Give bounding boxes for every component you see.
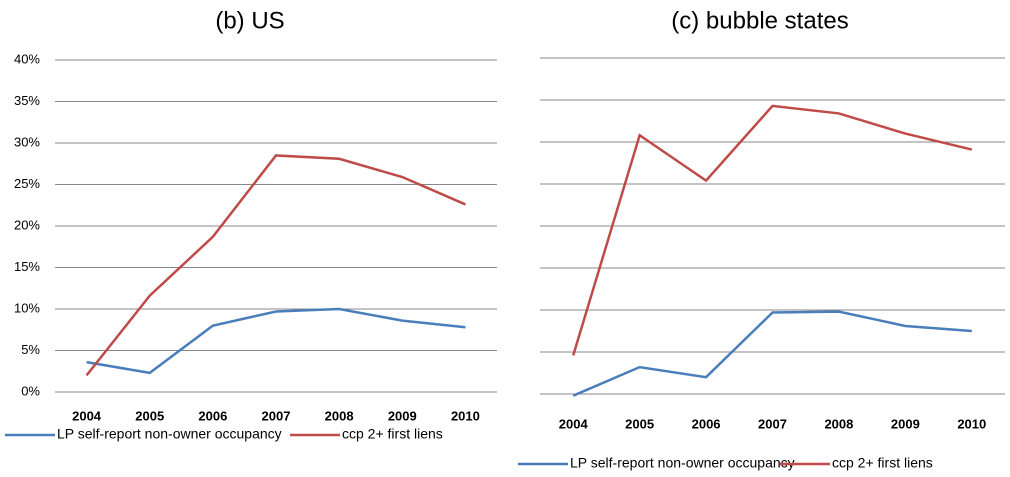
- y-tick-label: 20%: [14, 217, 40, 232]
- series-line: [85, 154, 466, 377]
- y-tick-label: 35%: [14, 93, 40, 108]
- chart-title: (c) bubble states: [671, 7, 848, 34]
- series-line: [86, 307, 466, 375]
- x-tick-label: 2006: [198, 408, 227, 423]
- x-tick-label: 2005: [135, 408, 164, 423]
- y-tick-label: 40%: [14, 51, 40, 66]
- y-tick-label: 5%: [21, 342, 40, 357]
- series-line: [572, 104, 973, 356]
- x-tick-label: 2004: [72, 408, 102, 423]
- x-tick-label: 2007: [758, 416, 787, 431]
- x-tick-label: 2008: [824, 416, 853, 431]
- legend-label: LP self-report non-owner occupancy: [570, 455, 795, 471]
- x-tick-label: 2006: [692, 416, 721, 431]
- series-line: [572, 310, 972, 397]
- legend-label: ccp 2+ first liens: [832, 455, 933, 471]
- y-tick-label: 15%: [14, 259, 40, 274]
- x-tick-label: 2005: [625, 416, 654, 431]
- x-tick-label: 2004: [559, 416, 589, 431]
- chart-title: (b) US: [215, 7, 284, 34]
- x-tick-label: 2010: [957, 416, 986, 431]
- x-tick-label: 2010: [451, 408, 480, 423]
- x-tick-label: 2007: [262, 408, 291, 423]
- y-tick-label: 0%: [21, 383, 40, 398]
- y-tick-label: 30%: [14, 134, 40, 149]
- x-tick-label: 2009: [388, 408, 417, 423]
- y-tick-label: 10%: [14, 300, 40, 315]
- legend-label: ccp 2+ first liens: [342, 426, 443, 442]
- x-tick-label: 2009: [891, 416, 920, 431]
- y-tick-label: 25%: [14, 176, 40, 191]
- legend-label: LP self-report non-owner occupancy: [57, 426, 282, 442]
- x-tick-label: 2008: [325, 408, 354, 423]
